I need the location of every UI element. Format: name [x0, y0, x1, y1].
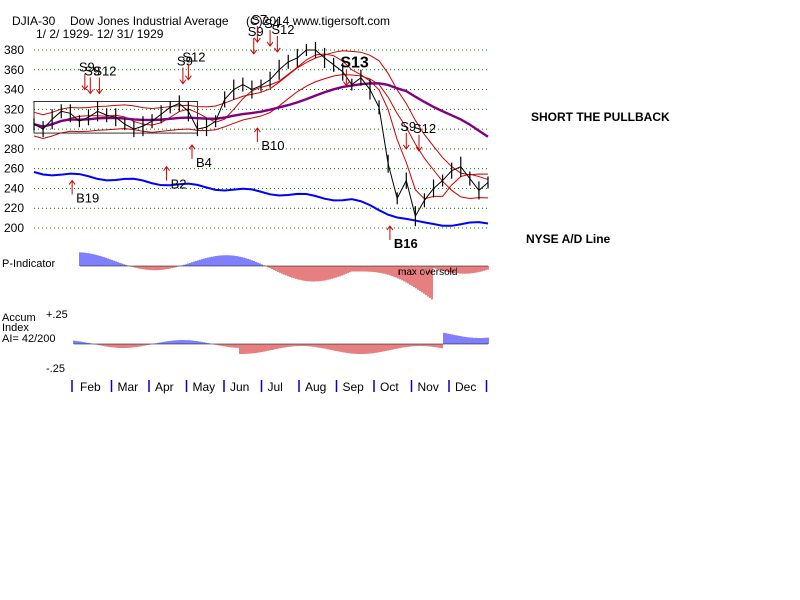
sell-arrowhead — [95, 89, 103, 95]
price-line — [33, 49, 489, 218]
chart-copyright: (C)2014 www.tigersoft.com — [246, 14, 390, 28]
chart-title-ticker: DJIA-30 — [12, 14, 56, 28]
signal-label: B4 — [196, 155, 212, 170]
month-label: Feb — [80, 380, 101, 394]
month-label: Sep — [343, 380, 365, 394]
sell-arrowhead — [273, 47, 281, 53]
month-label: Dec — [455, 380, 476, 394]
buy-arrowhead — [386, 225, 394, 231]
accum-minus-label: -.25 — [46, 363, 65, 375]
month-label: Jul — [268, 380, 283, 394]
month-label: Oct — [380, 380, 399, 394]
signal-markers: S9S9S12S9S12S9S7S4S12S13S9S12B19B2B4B10B… — [68, 12, 436, 251]
sell-arrowhead — [266, 41, 274, 47]
index-label: Index — [2, 322, 29, 334]
y-tick-label: 240 — [4, 181, 24, 195]
signal-label: S4 — [264, 16, 280, 31]
month-label: Aug — [305, 380, 326, 394]
price-bars — [33, 42, 489, 227]
signal-label: S12 — [271, 22, 294, 37]
signal-label: B10 — [261, 138, 284, 153]
y-tick-label: 360 — [4, 63, 24, 77]
p-indicator-panel — [79, 252, 489, 300]
y-tick-label: 280 — [4, 142, 24, 156]
signal-label: S13 — [340, 55, 369, 72]
sell-arrowhead — [184, 75, 192, 81]
p-indicator-label: P-Indicator — [2, 258, 56, 270]
sell-arrowhead — [86, 89, 94, 95]
buy-arrowhead — [253, 127, 261, 133]
nyse-ad-line-note: NYSE A/D Line — [526, 232, 611, 246]
signal-label: B19 — [76, 191, 99, 206]
month-axis: Feb Mar Apr May Jun Jul Aug Sep Oct Nov Dec — [71, 380, 488, 394]
signal-label: B2 — [171, 177, 187, 192]
ad-line-series — [33, 171, 489, 227]
signal-label: S9 — [248, 24, 264, 39]
buy-arrowhead — [188, 144, 196, 150]
y-tick-label: 260 — [4, 162, 24, 176]
y-tick-label: 200 — [4, 221, 24, 235]
chart-title-name: Dow Jones Industrial Average — [70, 14, 229, 28]
ma-upper-band-line — [33, 50, 489, 176]
month-label: May — [193, 380, 216, 394]
y-tick-label: 380 — [4, 43, 24, 57]
signal-label: S9 — [79, 60, 95, 75]
sell-arrowhead — [253, 37, 261, 43]
sell-arrowhead — [342, 81, 350, 87]
y-tick-label: 220 — [4, 201, 24, 215]
y-tick-label: 320 — [4, 102, 24, 116]
month-label: Apr — [155, 380, 174, 394]
sell-arrowhead — [250, 49, 258, 55]
short-the-pullback-note: SHORT THE PULLBACK — [531, 110, 670, 124]
signal-label: B16 — [394, 236, 418, 251]
y-axis-labels: 200 220 240 260 280 300 320 340 360 380 — [4, 43, 24, 235]
max-oversold-label: max oversold — [398, 267, 457, 278]
signal-label: S9 — [400, 119, 416, 134]
buy-arrowhead — [163, 165, 170, 171]
sell-arrowhead — [415, 146, 423, 152]
sell-arrowhead — [81, 85, 89, 91]
accum-index-panel — [73, 332, 489, 354]
sell-arrowhead — [402, 144, 410, 150]
month-label: Nov — [418, 380, 439, 394]
sell-arrowhead — [179, 79, 187, 85]
ma-lower-band-line — [33, 73, 489, 200]
month-label: Mar — [118, 380, 139, 394]
signal-label: S12 — [413, 121, 436, 136]
signal-label: S12 — [93, 64, 116, 79]
signal-label: S12 — [182, 50, 205, 65]
chart-date-range: 1/ 2/ 1929- 12/ 31/ 1929 — [36, 27, 164, 41]
accum-label: Accum — [2, 312, 36, 324]
signal-label: S9 — [84, 64, 100, 79]
month-label: Jun — [230, 380, 249, 394]
ai-value-label: AI= 42/200 — [2, 333, 56, 345]
y-tick-label: 300 — [4, 122, 24, 136]
ad-line — [33, 171, 489, 227]
signal-label: S7 — [251, 12, 267, 27]
buy-arrowhead — [68, 179, 76, 185]
y-tick-label: 340 — [4, 83, 24, 97]
ma-long-line — [33, 82, 489, 138]
accum-plus-label: +.25 — [46, 309, 68, 321]
